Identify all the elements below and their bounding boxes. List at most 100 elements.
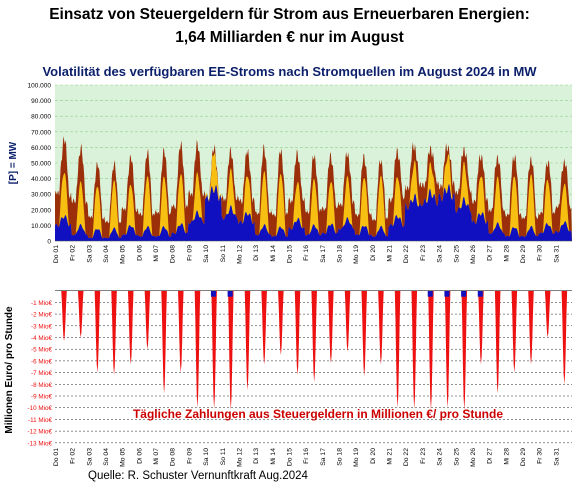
source-note: Quelle: R. Schuster Vernunftkraft Aug.20… xyxy=(88,470,308,482)
x-tick-label: Di 13 xyxy=(253,448,260,464)
x-tick-label: Sa 10 xyxy=(203,245,210,263)
x-tick-label: Sa 31 xyxy=(553,245,560,263)
x-tick-label: Do 15 xyxy=(286,448,293,466)
x-tick-label: Do 08 xyxy=(170,245,177,263)
x-tick-label: Mo 26 xyxy=(470,245,477,264)
x-tick-label: So 18 xyxy=(337,245,344,263)
x-tick-label: Do 01 xyxy=(53,448,60,466)
chart-title: Volatilität des verfügbaren EE-Stroms na… xyxy=(42,64,537,79)
x-tick-label: Fr 30 xyxy=(537,245,544,261)
x-tick-label: Fr 16 xyxy=(303,245,310,261)
y-tick-label: 0 xyxy=(47,239,51,246)
y-tick-label: -6 Mio€ xyxy=(31,358,52,365)
negative-price-mark xyxy=(427,290,433,297)
x-tick-label: So 11 xyxy=(220,245,227,262)
y-tick-label: -3 Mio€ xyxy=(31,323,52,330)
x-tick-label: Do 01 xyxy=(53,245,60,263)
x-tick-label: Do 08 xyxy=(170,448,177,466)
x-tick-label: So 18 xyxy=(337,448,344,466)
y-tick-label: 20.000 xyxy=(31,207,51,214)
x-tick-label: Fr 23 xyxy=(420,245,427,261)
x-tick-label: Di 13 xyxy=(253,245,260,261)
y-tick-label: -4 Mio€ xyxy=(31,335,52,342)
y-tick-label: 30.000 xyxy=(31,192,51,199)
y-tick-label: 100.000 xyxy=(28,83,52,90)
y-tick-label: -1 Mio€ xyxy=(31,300,52,307)
y-tick-label: -8 Mio€ xyxy=(31,382,52,389)
x-tick-label: Mi 14 xyxy=(270,245,277,262)
y-axis-label: Millionen Euro/ pro Stunde xyxy=(4,306,15,434)
y-tick-label: -9 Mio€ xyxy=(31,394,52,401)
negative-price-mark xyxy=(461,290,467,297)
y-axis-label: [P] = MW xyxy=(8,141,19,184)
x-tick-label: Di 06 xyxy=(136,448,143,464)
x-tick-label: Mo 26 xyxy=(470,448,477,467)
y-tick-label: 50.000 xyxy=(31,161,51,168)
x-tick-label: So 11 xyxy=(220,448,227,465)
y-tick-label: 10.000 xyxy=(31,223,51,230)
x-tick-label: Di 27 xyxy=(487,245,494,261)
payments-annotation: Tägliche Zahlungen aus Steuergeldern in … xyxy=(133,407,503,421)
x-tick-label: Sa 24 xyxy=(437,448,444,466)
x-tick-label: So 25 xyxy=(453,245,460,263)
y-tick-label: -2 Mio€ xyxy=(31,312,52,319)
x-tick-label: Mo 19 xyxy=(353,448,360,467)
x-tick-label: Di 06 xyxy=(136,245,143,261)
x-tick-label: Sa 17 xyxy=(320,448,327,466)
x-tick-label: Mo 12 xyxy=(236,448,243,467)
other-renewables-area xyxy=(55,183,572,241)
x-tick-label: Di 27 xyxy=(487,448,494,464)
x-tick-label: Do 29 xyxy=(520,245,527,263)
y-tick-label: -10 Mio€ xyxy=(28,405,53,412)
x-tick-label: So 25 xyxy=(453,448,460,466)
y-tick-label: 70.000 xyxy=(31,129,51,136)
generation-chart: 0 10.000 20.000 30.000 40.000 50.000 60.000 70.… xyxy=(8,83,572,264)
x-tick-label: Sa 24 xyxy=(437,245,444,263)
x-tick-label: Do 29 xyxy=(520,448,527,466)
x-tick-label: Do 22 xyxy=(403,245,410,263)
x-tick-label: Mi 21 xyxy=(387,448,394,465)
y-tick-label: 60.000 xyxy=(31,145,51,152)
x-tick-label: Mo 12 xyxy=(236,245,243,264)
y-tick-label: -13 Mio€ xyxy=(28,440,53,447)
negative-price-mark xyxy=(210,290,216,297)
x-tick-label: Mi 21 xyxy=(387,245,394,262)
y-tick-label: 40.000 xyxy=(31,176,51,183)
x-tick-label: Mi 07 xyxy=(153,245,160,262)
y-tick-label: -12 Mio€ xyxy=(28,429,53,436)
x-tick-label: Mo 19 xyxy=(353,245,360,264)
x-tick-label: Sa 03 xyxy=(86,245,93,263)
x-tick-label: Sa 17 xyxy=(320,245,327,263)
x-tick-label: So 04 xyxy=(103,245,110,263)
x-tick-label: Mi 14 xyxy=(270,448,277,465)
x-tick-label: So 04 xyxy=(103,448,110,466)
y-tick-label: -7 Mio€ xyxy=(31,370,52,377)
main-title-line1: Einsatz von Steuergeldern für Strom aus … xyxy=(49,6,530,23)
x-tick-label: Fr 23 xyxy=(420,448,427,464)
x-tick-label: Mo 05 xyxy=(120,448,127,467)
negative-price-mark xyxy=(444,290,450,297)
x-tick-label: Do 22 xyxy=(403,448,410,466)
x-tick-label: Di 20 xyxy=(370,245,377,261)
x-tick-label: Do 15 xyxy=(286,245,293,263)
x-tick-label: Fr 02 xyxy=(70,245,77,261)
negative-price-mark xyxy=(227,290,233,297)
x-tick-label: Di 20 xyxy=(370,448,377,464)
y-tick-label: -11 Mio€ xyxy=(28,417,53,424)
x-tick-label: Mi 28 xyxy=(503,448,510,465)
x-tick-label: Fr 09 xyxy=(186,245,193,261)
main-title-line2: 1,64 Milliarden € nur im August xyxy=(175,29,404,46)
x-tick-label: Fr 16 xyxy=(303,448,310,464)
x-tick-label: Fr 30 xyxy=(537,448,544,464)
y-tick-label: 80.000 xyxy=(31,114,51,121)
x-tick-label: Fr 02 xyxy=(70,448,77,464)
x-tick-label: Sa 10 xyxy=(203,448,210,466)
x-tick-label: Sa 03 xyxy=(86,448,93,466)
x-tick-label: Sa 31 xyxy=(553,448,560,466)
y-tick-label: 90.000 xyxy=(31,98,51,105)
x-tick-label: Mi 28 xyxy=(503,245,510,262)
x-tick-label: Mo 05 xyxy=(120,245,127,264)
negative-price-mark xyxy=(477,290,483,297)
y-tick-label: -5 Mio€ xyxy=(31,347,52,354)
